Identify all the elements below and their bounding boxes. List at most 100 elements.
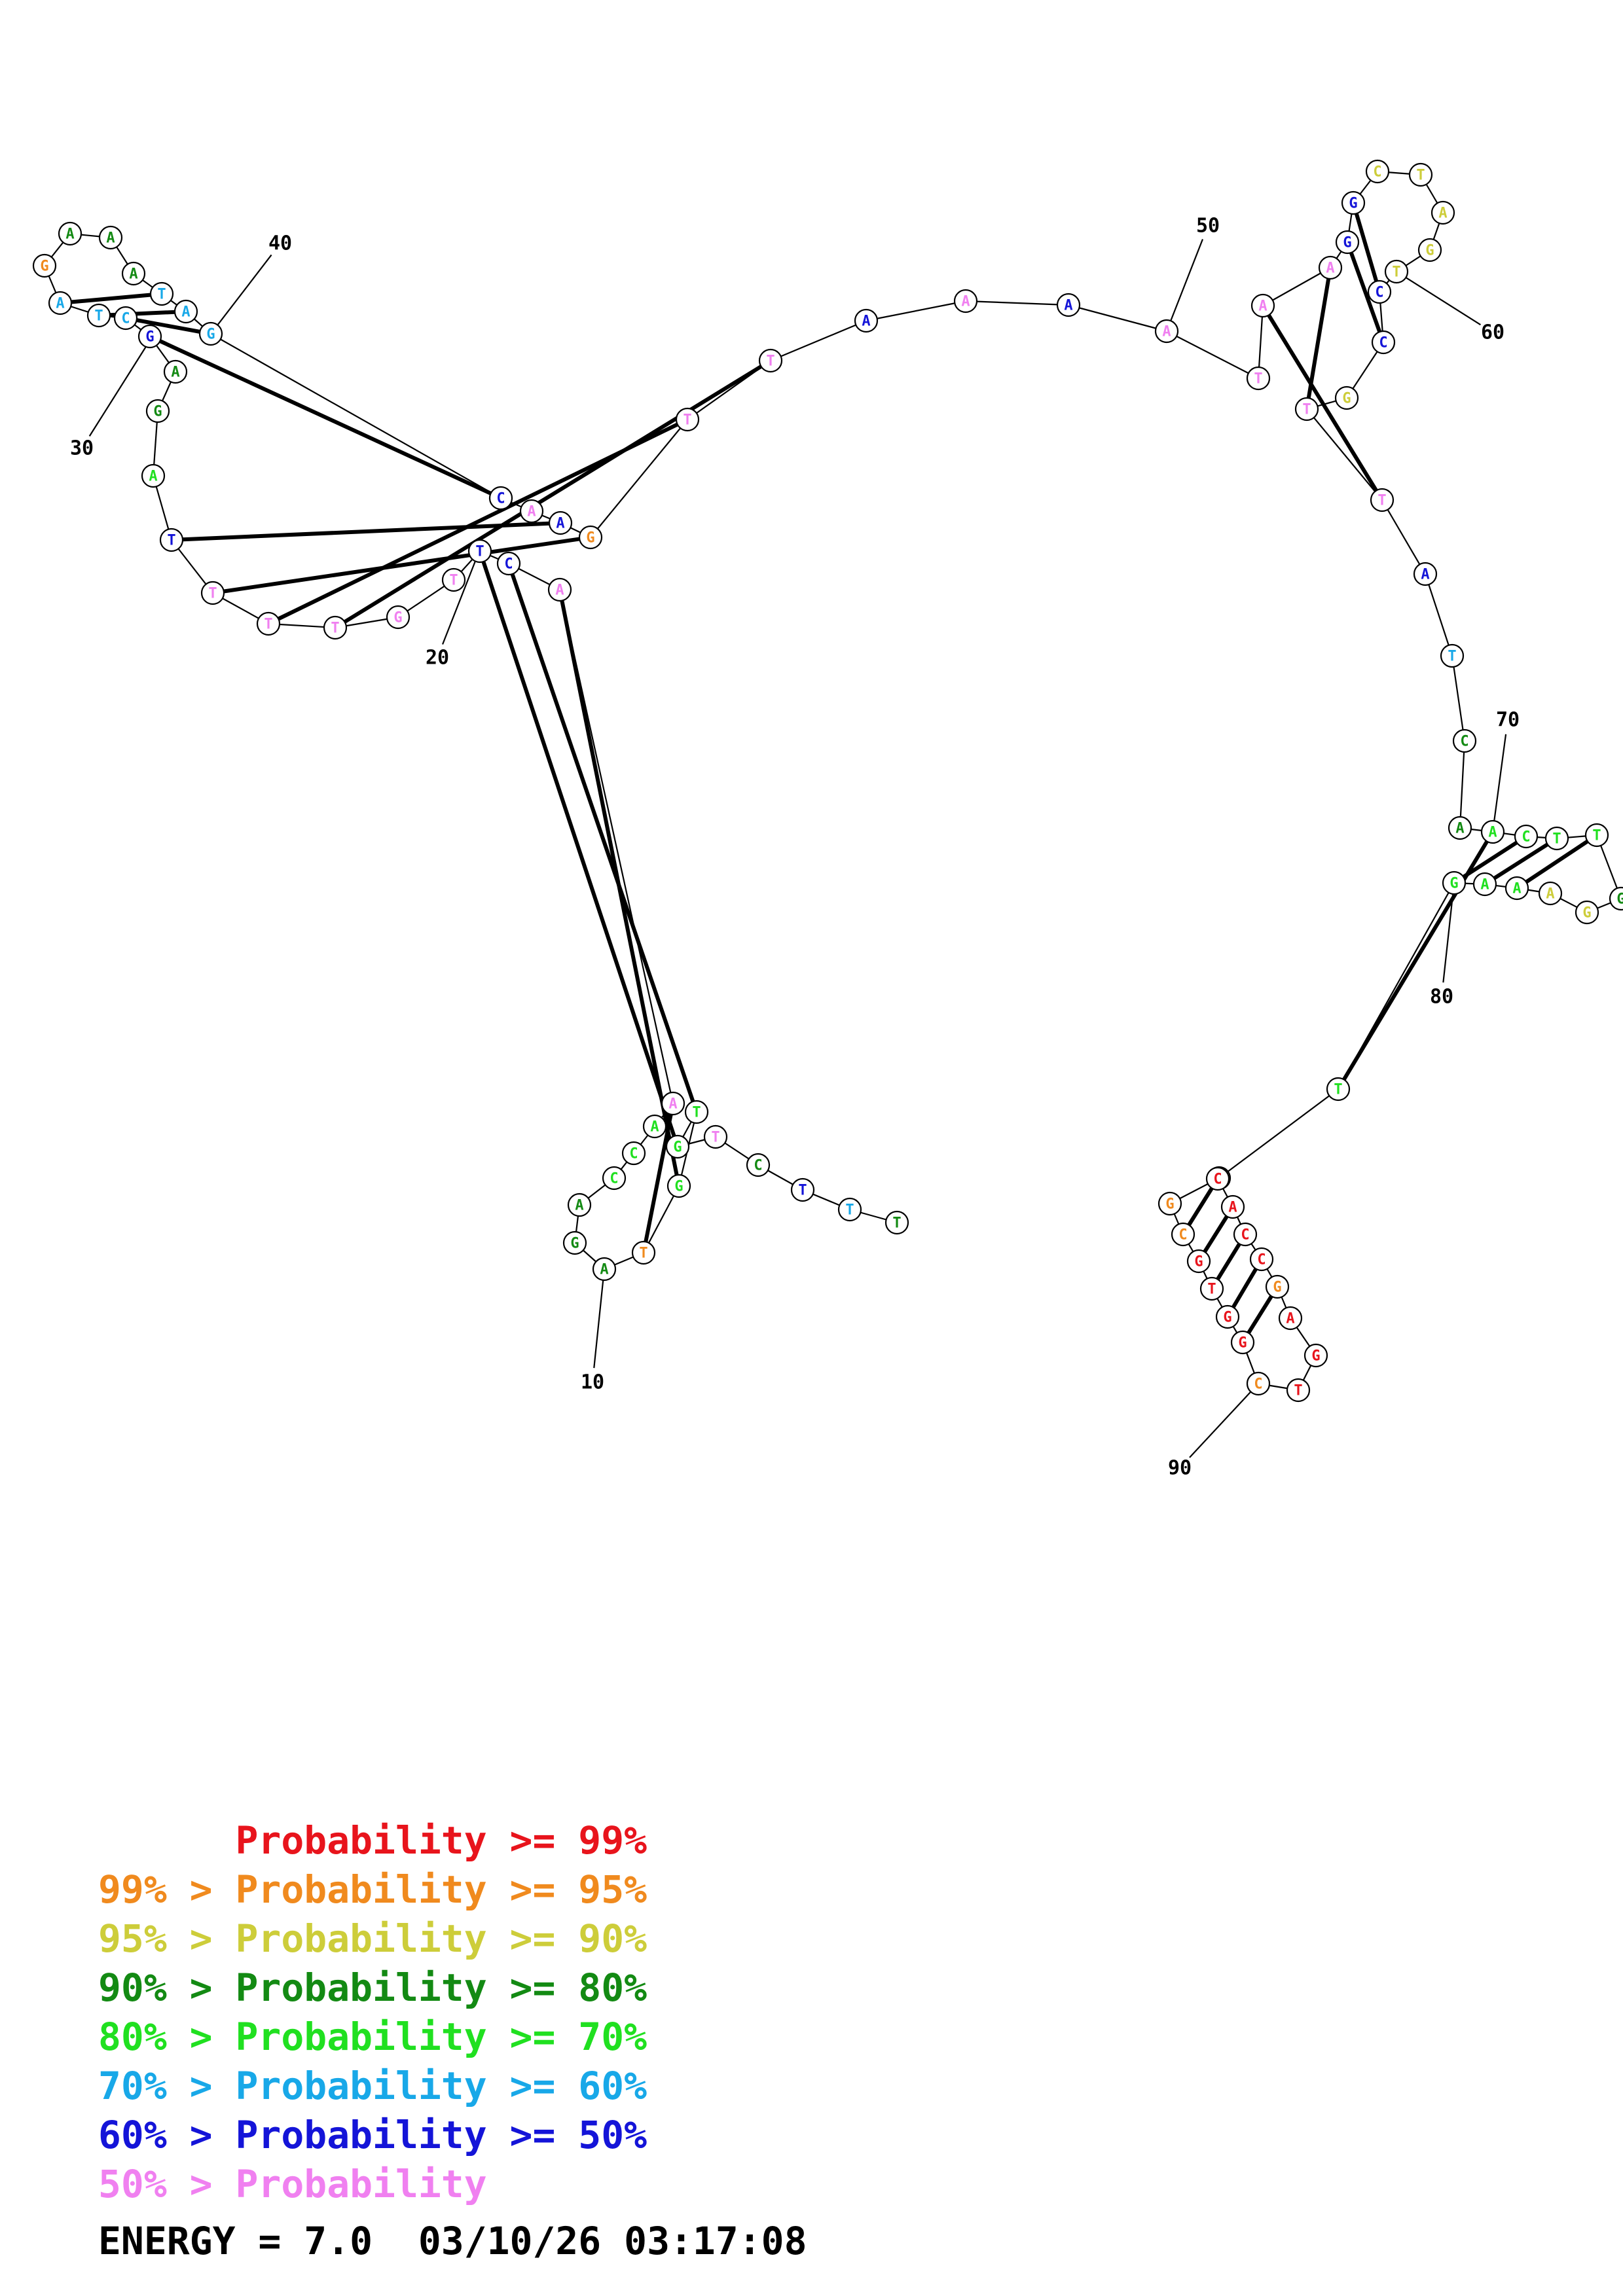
nucleotide-25: T [159, 528, 184, 552]
nucleotide-88: T [1286, 1378, 1311, 1403]
legend-prefix: 50% > [98, 2162, 236, 2206]
nucleotide-51: A [1250, 293, 1275, 318]
backbone-segment [1068, 304, 1167, 332]
nucleotide-circle [548, 511, 573, 535]
nucleotide-69: A [1480, 819, 1505, 844]
nucleotide-base: C [1373, 164, 1381, 181]
nucleotide-base: T [1254, 371, 1262, 387]
nucleotide-base: A [149, 469, 157, 485]
nucleotide-87: C [1246, 1371, 1271, 1396]
nucleotide-base: G [1342, 391, 1351, 407]
nucleotide-circle [1584, 823, 1609, 848]
base-pair-bond [1453, 834, 1527, 885]
position-tick [210, 254, 272, 334]
nucleotide-circle [1408, 162, 1433, 187]
nucleotide-16: A [661, 1091, 685, 1116]
nucleotide-circle [758, 348, 783, 373]
nucleotide-base: T [845, 1202, 854, 1219]
nucleotide-40: C [488, 486, 513, 511]
nucleotide-base: G [1450, 876, 1458, 892]
nucleotide-base: G [206, 327, 215, 343]
nucleotide-circle [666, 1174, 691, 1198]
nucleotide-base: A [1228, 1200, 1237, 1216]
backbone-segment [1262, 267, 1331, 306]
nucleotide-72: T [1584, 823, 1609, 848]
nucleotide-base: A [1258, 298, 1267, 315]
nucleotide-71: T [1544, 826, 1569, 851]
nucleotide-67: C [1452, 728, 1477, 753]
legend-text: Probability >= 80% [235, 1965, 647, 2010]
nucleotide-circle [1334, 386, 1359, 410]
position-tick [442, 550, 481, 645]
nucleotide-circle [1230, 1330, 1255, 1355]
nucleotide-9: T [631, 1240, 656, 1265]
nucleotide-circle [496, 551, 521, 576]
base-pair-bond [1336, 831, 1495, 1090]
backbone-segment [643, 1185, 680, 1253]
nucleotide-circle [1249, 1247, 1274, 1272]
nucleotide-circle [1575, 900, 1599, 925]
nucleotide-base: G [1165, 1196, 1174, 1213]
nucleotide-30: C [113, 306, 138, 331]
nucleotide-93: C [1233, 1222, 1258, 1247]
nucleotide-base: G [393, 610, 402, 626]
legend-text: Probability [235, 2162, 487, 2206]
nucleotide-7: T [684, 1100, 709, 1124]
base-pair-bond [212, 535, 591, 595]
nucleotide-circle [137, 324, 162, 349]
nucleotide-circle [1442, 870, 1467, 895]
nucleotide-19: T [467, 539, 492, 564]
nucleotide-43: G [578, 525, 603, 550]
nucleotide-circle [703, 1124, 728, 1149]
base-pair-bond [125, 316, 211, 336]
nucleotide-base: A [575, 1198, 583, 1214]
nucleotide-31: T [86, 303, 111, 328]
nucleotide-circle [1413, 562, 1438, 586]
backbone-segment [1451, 655, 1466, 742]
nucleotide-base: T [1416, 168, 1425, 184]
nucleotide-13: C [602, 1166, 627, 1191]
nucleotide-circle [1250, 293, 1275, 318]
nucleotide-circle [1609, 886, 1623, 911]
nucleotide-circle [159, 528, 184, 552]
nucleotide-3: T [790, 1177, 815, 1202]
nucleotide-circle [592, 1257, 617, 1282]
backbone-segment [770, 319, 867, 362]
nucleotide-circle [145, 399, 170, 423]
nucleotide-base: C [1178, 1227, 1187, 1244]
nucleotide-base: T [1392, 264, 1400, 281]
nucleotide-circle [665, 1134, 690, 1159]
nucleotide-circle [1318, 255, 1343, 280]
nucleotide-base: G [1238, 1335, 1247, 1352]
nucleotide-base: A [555, 583, 564, 599]
nucleotide-81: G [1158, 1191, 1182, 1216]
nucleotide-base: A [650, 1119, 659, 1136]
nucleotide-base: G [1616, 891, 1623, 908]
legend-row-blue: 60% > Probability >= 50% [98, 2111, 647, 2160]
nucleotide-56: T [1408, 162, 1433, 187]
nucleotide-29: G [137, 324, 162, 349]
nucleotide-60: C [1367, 279, 1392, 304]
backbone-segment [1218, 1088, 1339, 1179]
nucleotide-base: C [1379, 335, 1387, 351]
nucleotide-circle [661, 1091, 685, 1116]
nucleotide-circle [1171, 1222, 1195, 1247]
nucleotide-base: G [1223, 1310, 1231, 1326]
nucleotide-base: A [181, 304, 190, 321]
nucleotide-base: G [145, 329, 154, 346]
nucleotide-circle [386, 605, 410, 630]
nucleotide-base: G [1194, 1254, 1203, 1270]
backbone-segment [210, 333, 501, 499]
nucleotide-base: G [1311, 1348, 1320, 1365]
position-label: 80 [1430, 986, 1453, 1009]
legend-row-red: 99% > Probability >= 99% [98, 1816, 647, 1865]
position-tick [1491, 734, 1507, 833]
nucleotide-circle [578, 525, 603, 550]
nucleotide-base: A [668, 1096, 677, 1113]
backbone-segment [1424, 573, 1453, 656]
nucleotide-59: T [1384, 259, 1409, 284]
nucleotide-base: A [129, 266, 137, 283]
position-tick [593, 1268, 606, 1369]
nucleotide-base: T [208, 586, 217, 602]
nucleotide-base: A [1455, 821, 1464, 837]
